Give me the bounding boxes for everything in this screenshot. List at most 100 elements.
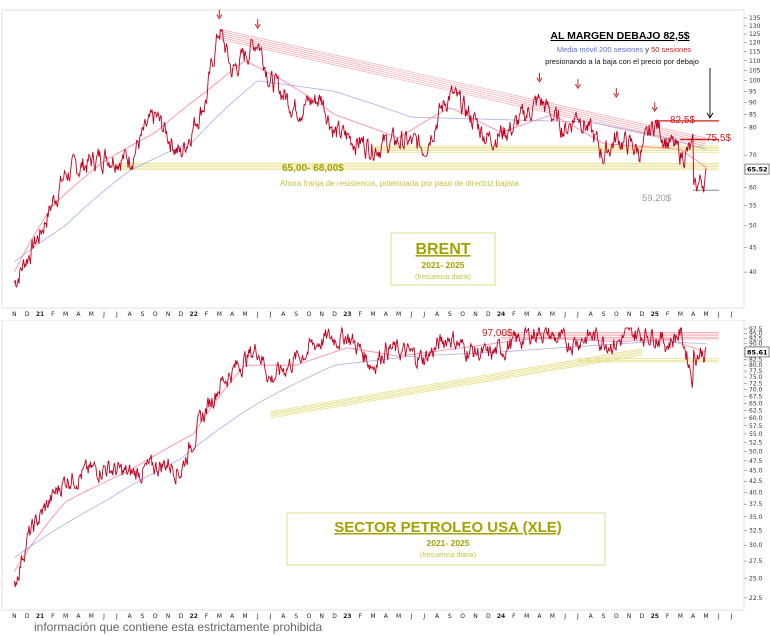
xle-chart: 22.5 25.0 27.5 30.0 32.5 35.0 37.5 40.0 42.5 45.0…	[1, 320, 770, 620]
xle-ytick-label: 67.5	[749, 393, 763, 400]
xle-ytick-label: 90.0	[749, 341, 763, 348]
xle-ytick-label: 92.5	[749, 336, 763, 343]
brent-downtrend-band-line	[219, 34, 707, 145]
xle-ytick-label: 50.0	[749, 448, 763, 455]
brent-downtrend-band-line	[219, 38, 707, 149]
xle-frequency: (frecuencia diaria)	[420, 552, 476, 559]
brent-xtick-label: J	[410, 311, 413, 318]
brent-xtick-label: A	[691, 311, 696, 318]
brent-xtick-label: 25	[651, 311, 659, 318]
xle-ytick-label: 40.0	[749, 489, 763, 496]
brent-price-line	[13, 28, 707, 288]
brent-xtick-label: M	[524, 311, 529, 318]
brent-title-box	[390, 232, 496, 286]
xle-chart-panel: 22.5 25.0 27.5 30.0 32.5 35.0 37.5 40.0 42.5 45.0…	[0, 320, 770, 625]
brent-chart-panel: 4045505560657080859095100105110115120125…	[1, 9, 770, 318]
brent-xtick-label: D	[486, 311, 491, 318]
xle-xtick-label: J	[256, 613, 259, 620]
xle-ytick-label: 52.5	[749, 439, 763, 446]
xle-xtick-label: O	[153, 613, 158, 620]
brent-headline: AL MARGEN DEBAJO 82,5$	[550, 30, 689, 42]
brent-ytick-label: 90	[749, 100, 757, 107]
brent-ytick-label: 60	[749, 184, 757, 191]
xle-ytick-label: 55.0	[749, 431, 763, 438]
brent-last-value-label: 65.52	[747, 166, 768, 174]
brent-ytick-label: 85	[749, 112, 757, 119]
brent-xtick-label: M	[89, 311, 94, 318]
xle-xtick-label: A	[384, 613, 389, 620]
brent-xtick-label: S	[448, 311, 452, 318]
xle-xtick-label: J	[115, 613, 118, 620]
brent-xtick-label: O	[153, 311, 158, 318]
brent-low-label: 59,20$	[642, 193, 672, 204]
brent-xtick-label: N	[473, 311, 478, 318]
xle-xtick-label: M	[217, 613, 222, 620]
xle-xtick-label: M	[550, 613, 555, 620]
xle-xtick-label: J	[576, 613, 579, 620]
xle-ytick-label: 30.0	[749, 542, 763, 549]
xle-xtick-label: 24	[497, 613, 505, 620]
xle-xtick-label: A	[230, 613, 235, 620]
brent-high-arrowhead	[574, 83, 581, 90]
brent-ma200-line	[14, 80, 707, 263]
brent-xtick-label: F	[666, 311, 670, 318]
brent-xtick-label: A	[537, 311, 542, 318]
brent-downtrend-band-line	[219, 36, 707, 147]
brent-ytick-label: 55	[749, 203, 757, 210]
brent-high-arrowhead	[216, 14, 223, 20]
brent-level-755-label: 75,5$	[706, 133, 731, 144]
brent-xtick-label: A	[281, 311, 286, 318]
xle-xtick-label: J	[730, 613, 733, 620]
brent-xtick-label: D	[640, 311, 645, 318]
xle-xtick-label: J	[717, 613, 720, 620]
xle-ytick-label: 62.5	[749, 407, 763, 414]
xle-uptrend-band-line	[270, 349, 643, 414]
brent-xtick-label: F	[51, 311, 55, 318]
brent-xtick-label: J	[102, 311, 105, 318]
brent-xtick-label: 21	[36, 311, 44, 318]
brent-xtick-label: M	[242, 311, 247, 318]
xle-ma200-line	[14, 341, 707, 559]
xle-xtick-label: S	[448, 613, 452, 620]
brent-support-note: Ahora franja de resistencia, potenciada …	[280, 179, 519, 188]
brent-high-arrowhead	[536, 77, 543, 83]
brent-downtrend-band-line	[219, 28, 707, 139]
brent-ytick-label: 80	[749, 124, 757, 131]
xle-plot-frame	[1, 320, 745, 611]
brent-xtick-label: M	[550, 311, 555, 318]
brent-ma-note: Media móvil 200 sesiones y 50 sesiones	[557, 45, 691, 54]
xle-ytick-label: 80.0	[749, 362, 763, 369]
xle-xtick-label: J	[563, 613, 566, 620]
xle-uptrend-band-line	[270, 351, 643, 416]
brent-last-value-box	[744, 163, 770, 175]
xle-ytick-label: 75.0	[749, 374, 763, 381]
xle-ytick-label: 27.5	[749, 558, 763, 565]
xle-ytick-label: 82.5	[749, 357, 763, 364]
brent-xtick-label: O	[614, 311, 619, 318]
brent-period: 2021- 2025	[421, 260, 464, 270]
brent-xtick-label: M	[370, 311, 375, 318]
brent-xtick-label: D	[179, 311, 184, 318]
brent-xtick-label: F	[512, 311, 516, 318]
xle-xtick-label: F	[51, 613, 55, 620]
brent-xtick-label: M	[703, 311, 708, 318]
xle-xtick-label: O	[307, 613, 312, 620]
brent-xtick-label: N	[166, 311, 171, 318]
brent-pressure-note: presionando a la baja con el precio por …	[545, 57, 699, 66]
brent-xtick-label: S	[141, 311, 145, 318]
xle-xtick-label: O	[614, 613, 619, 620]
xle-xtick-label: 25	[651, 613, 659, 620]
brent-level-825-label: 82,5$	[670, 115, 695, 126]
xle-xtick-label: N	[12, 613, 17, 620]
ma200-note: Media móvil 200 sesiones	[557, 45, 644, 54]
xle-ytick-label: 95.0	[749, 331, 763, 338]
xle-xtick-label: J	[422, 613, 425, 620]
brent-xtick-label: J	[115, 311, 118, 318]
brent-xtick-label: D	[332, 311, 337, 318]
brent-xtick-label: J	[563, 311, 566, 318]
brent-xtick-label: S	[602, 311, 606, 318]
brent-xtick-label: J	[730, 311, 733, 318]
xle-xtick-label: O	[460, 613, 465, 620]
xle-xtick-label: F	[358, 613, 362, 620]
brent-xtick-label: A	[128, 311, 133, 318]
